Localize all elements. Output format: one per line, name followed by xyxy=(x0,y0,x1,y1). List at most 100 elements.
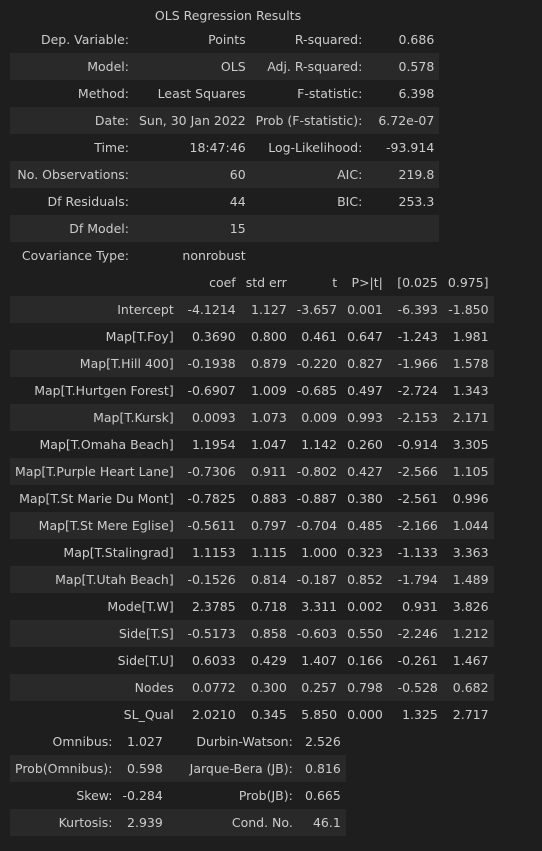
table-cell: 2.0210 xyxy=(191,707,236,722)
table-cell: 0.816 xyxy=(297,755,346,782)
table-cell: -0.5173 xyxy=(178,620,241,647)
table-cell: -2.566 xyxy=(387,458,443,485)
row-label: Map[T.Hill 400] xyxy=(10,350,179,377)
row-label: Omnibus: xyxy=(52,734,113,749)
table-cell: -0.802 xyxy=(291,458,343,485)
table-cell: -2.166 xyxy=(387,512,443,539)
table-cell: 0.798 xyxy=(342,674,388,701)
row-label: Mode[T.W] xyxy=(107,599,174,614)
table-cell: 1.009 xyxy=(251,383,287,398)
row-label: Prob(Omnibus): xyxy=(10,755,118,782)
table-cell: 0.996 xyxy=(452,491,489,506)
table-row: Model: OLS Adj. R-squared: 0.578 xyxy=(10,53,440,80)
table-cell: -0.603 xyxy=(291,620,343,647)
table-cell: 0.682 xyxy=(442,674,494,701)
table-cell: 0.000 xyxy=(347,707,383,722)
table-cell: 0.797 xyxy=(240,512,292,539)
table-cell: 3.311 xyxy=(301,599,338,614)
table-cell: 1.127 xyxy=(240,296,292,323)
table-cell xyxy=(367,242,439,269)
table-cell: 0.485 xyxy=(342,512,388,539)
row-label: Kurtosis: xyxy=(10,809,118,836)
table-cell: R-squared: xyxy=(294,32,363,47)
table-cell: 2.717 xyxy=(452,707,489,722)
table-cell: -0.7825 xyxy=(187,491,236,506)
table-caption: OLS Regression Results xyxy=(154,8,302,23)
table-cell: 1.000 xyxy=(301,545,338,560)
column-header: coef xyxy=(209,275,236,290)
table-cell: 1.407 xyxy=(301,653,338,668)
table-cell: Cond. No. xyxy=(167,809,298,836)
table-cell: 1.578 xyxy=(442,350,494,377)
table-row: Kurtosis: 2.939 Cond. No. 46.1 xyxy=(10,809,346,836)
row-label: Map[T.Kursk] xyxy=(10,404,179,431)
table-cell: 0.931 xyxy=(402,599,438,614)
table-cell: 0.858 xyxy=(240,620,292,647)
table-row: Map[T.St Marie Du Mont] -0.7825 0.883 -0.88… xyxy=(10,485,494,512)
row-label: Intercept xyxy=(10,296,179,323)
table-row: Map[T.Foy] 0.3690 0.800 0.461 0.647 -1.243 1.9… xyxy=(10,323,494,350)
table-cell: 0.461 xyxy=(301,329,338,344)
row-label: Side[T.U] xyxy=(117,653,174,668)
table-row: Omnibus: 1.027 Durbin-Watson: 2.526 xyxy=(10,728,346,755)
table-row: SL_Qual 2.0210 0.345 5.850 0.000 1.325 2.717 xyxy=(10,701,494,728)
column-header: 0.975] xyxy=(447,275,489,290)
table-cell: 253.3 xyxy=(398,194,435,209)
table-cell: -1.133 xyxy=(397,545,438,560)
table-cell: Adj. R-squared: xyxy=(250,53,368,80)
table-row: Date: Sun, 30 Jan 2022 Prob (F-statistic):… xyxy=(10,107,440,134)
table-row: Df Residuals: 44 BIC: 253.3 xyxy=(10,188,439,215)
table-cell: OLS xyxy=(134,53,251,80)
table-cell: -1.850 xyxy=(442,296,494,323)
column-header: t xyxy=(332,275,338,290)
table-cell: 2.171 xyxy=(442,404,494,431)
table-cell: -2.153 xyxy=(387,404,443,431)
row-label: SL_Qual xyxy=(123,707,174,722)
table-cell: 3.305 xyxy=(452,437,489,452)
table-cell: 6.72e-07 xyxy=(367,107,440,134)
diagnostics-table: Omnibus: 1.027 Durbin-Watson: 2.526 Prob(Omn… xyxy=(10,728,346,836)
table-cell: 0.814 xyxy=(240,566,292,593)
table-cell: -0.7306 xyxy=(178,458,241,485)
table-row: Nodes 0.0772 0.300 0.257 0.798 -0.528 0.682 xyxy=(10,674,494,701)
table-header-row: coef std err t P>|t| [0.025 0.975] xyxy=(10,269,494,296)
table-cell: -2.246 xyxy=(387,620,443,647)
table-cell: -1.966 xyxy=(387,350,443,377)
table-cell: 1.467 xyxy=(452,653,489,668)
table-cell: 0.427 xyxy=(342,458,388,485)
row-label: No. Observations: xyxy=(10,161,134,188)
table-row: No. Observations: 60 AIC: 219.8 xyxy=(10,161,440,188)
table-cell: 2.526 xyxy=(305,734,341,749)
row-label: Covariance Type: xyxy=(21,248,129,263)
coefficients-table: coef std err t P>|t| [0.025 0.975] Intercept -4… xyxy=(10,269,494,728)
table-cell: 18:47:46 xyxy=(189,140,246,155)
table-cell: -0.685 xyxy=(296,383,338,398)
table-cell: 0.009 xyxy=(291,404,343,431)
table-cell: 0.0772 xyxy=(178,674,241,701)
row-label: Df Model: xyxy=(10,215,134,242)
table-cell: -4.1214 xyxy=(178,296,241,323)
table-cell: 2.3785 xyxy=(191,599,236,614)
table-cell: 1.105 xyxy=(442,458,494,485)
table-row: Map[T.Stalingrad] 1.1153 1.115 1.000 0.323 -1… xyxy=(10,539,494,566)
table-cell: -0.887 xyxy=(296,491,338,506)
table-cell: AIC: xyxy=(250,161,368,188)
table-cell: 15 xyxy=(134,215,251,242)
table-cell: 60 xyxy=(134,161,251,188)
table-cell: 1.1954 xyxy=(191,437,236,452)
table-cell: 1.027 xyxy=(127,734,163,749)
column-header xyxy=(10,269,179,296)
row-label: Method: xyxy=(77,86,129,101)
table-row: Skew: -0.284 Prob(JB): 0.665 xyxy=(10,782,346,809)
table-row: Map[T.Hurtgen Forest] -0.6907 1.009 -0.685 0… xyxy=(10,377,494,404)
table-cell: -93.914 xyxy=(386,140,435,155)
table-row: Prob(Omnibus): 0.598 Jarque-Bera (JB): 0.81… xyxy=(10,755,346,782)
table-cell: -0.284 xyxy=(122,788,163,803)
table-cell: 0.911 xyxy=(240,458,292,485)
row-label: Map[T.Foy] xyxy=(105,329,174,344)
table-row: Map[T.Kursk] 0.0093 1.073 0.009 0.993 -2.153 2… xyxy=(10,404,494,431)
table-cell: 0.993 xyxy=(342,404,388,431)
row-label: Map[T.Hurtgen Forest] xyxy=(34,383,174,398)
table-cell: 0.879 xyxy=(240,350,292,377)
row-label: Model: xyxy=(10,53,134,80)
